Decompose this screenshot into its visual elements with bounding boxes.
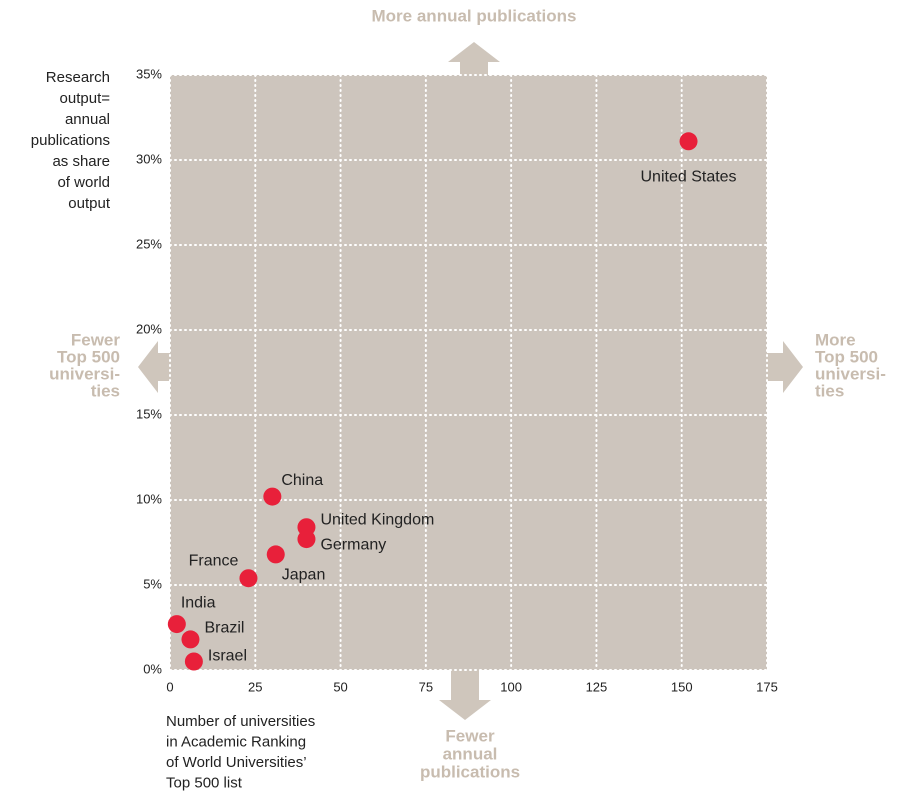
y-tick-label: 15% <box>136 406 162 421</box>
left-annotation: Fewer <box>71 330 121 349</box>
x-tick-label: 75 <box>419 679 433 694</box>
y-tick-label: 0% <box>143 661 162 676</box>
arrow-down <box>439 670 491 720</box>
y-tick-label: 35% <box>136 66 162 81</box>
y-axis-label: as share <box>52 153 110 170</box>
arrow-right <box>767 341 803 393</box>
y-tick-label: 10% <box>136 491 162 506</box>
y-tick-label: 25% <box>136 236 162 251</box>
bottom-annotation: annual <box>443 744 498 763</box>
y-axis-label: output= <box>60 90 111 107</box>
left-annotation: ties <box>91 381 120 400</box>
point <box>679 132 698 151</box>
x-tick-label: 25 <box>248 679 262 694</box>
point <box>266 545 285 564</box>
point <box>167 615 186 634</box>
direction-arrows <box>138 42 803 720</box>
point <box>181 630 200 649</box>
arrow-up <box>448 42 500 75</box>
right-annotation: More <box>815 330 856 349</box>
y-axis-label: Research <box>46 69 110 86</box>
point-label: Israel <box>208 648 247 665</box>
point-label: France <box>189 552 239 569</box>
y-axis-label: output <box>68 195 111 212</box>
x-tick-label: 0 <box>166 679 173 694</box>
right-annotation: universi- <box>815 364 886 383</box>
right-annotation: ties <box>815 381 844 400</box>
point-label: Japan <box>282 567 326 584</box>
point-label: China <box>281 472 323 489</box>
left-annotation: Top 500 <box>57 347 120 366</box>
left-annotation: universi- <box>49 364 120 383</box>
x-tick-label: 100 <box>500 679 522 694</box>
point <box>184 652 203 671</box>
point-label: United States <box>641 169 737 186</box>
top-annotation: More annual publications <box>372 6 577 25</box>
bottom-annotation: Fewer <box>445 726 495 745</box>
point <box>263 487 282 506</box>
x-tick-label: 50 <box>333 679 347 694</box>
point-label: United Kingdom <box>320 511 434 528</box>
point-label: India <box>181 594 216 611</box>
x-axis-label: Number of universities <box>166 713 315 730</box>
x-tick-label: 150 <box>671 679 693 694</box>
x-axis-label: in Academic Ranking <box>166 733 306 750</box>
y-tick-label: 30% <box>136 151 162 166</box>
point-label: Germany <box>320 536 386 553</box>
point <box>297 530 316 549</box>
bottom-annotation: publications <box>420 762 520 781</box>
y-tick-label: 20% <box>136 321 162 336</box>
point-label: Brazil <box>204 620 244 637</box>
arrow-left <box>138 341 170 393</box>
plot-area <box>170 75 767 670</box>
y-axis-label: of world <box>57 174 110 191</box>
x-tick-label: 175 <box>756 679 778 694</box>
y-axis-label: publications <box>31 132 110 149</box>
y-tick-label: 5% <box>143 576 162 591</box>
x-axis-label: of World Universities’ <box>166 754 307 771</box>
right-annotation: Top 500 <box>815 347 878 366</box>
y-axis-label: annual <box>65 111 110 128</box>
x-axis-label: Top 500 list <box>166 774 243 791</box>
x-tick-label: 125 <box>586 679 608 694</box>
point <box>239 569 258 588</box>
